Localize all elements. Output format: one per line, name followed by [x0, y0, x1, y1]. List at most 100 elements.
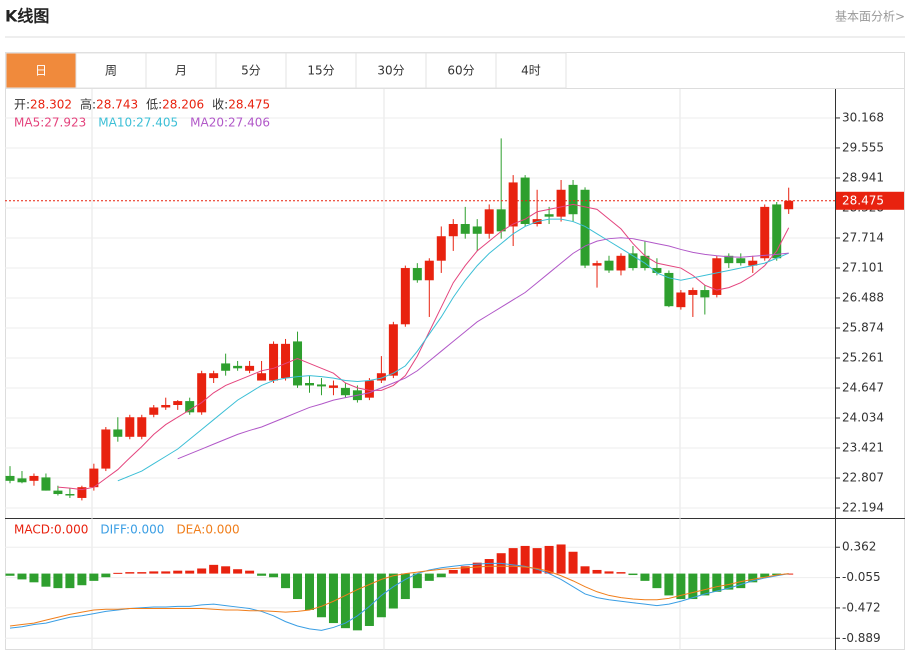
macd-bar: [101, 573, 111, 578]
tab-label[interactable]: 60分: [447, 64, 474, 78]
tab-label[interactable]: 4时: [521, 64, 541, 78]
tab[interactable]: [355, 52, 427, 89]
analysis-link[interactable]: 基本面分析>: [835, 10, 905, 24]
tab-label[interactable]: 月: [175, 64, 187, 78]
legend-sep: :: [40, 116, 44, 130]
candle-body: [364, 380, 374, 398]
legend-sep: :: [224, 116, 228, 130]
candle-body: [628, 253, 638, 269]
y-tick-label: 23.421: [842, 441, 884, 455]
legend-entry: MA20: [190, 116, 224, 130]
candle-body: [29, 475, 39, 481]
legend-value: 0.000: [54, 523, 88, 537]
tab-label[interactable]: 周: [105, 64, 117, 78]
info-value: 28.302: [30, 98, 72, 112]
macd-bar: [161, 571, 171, 574]
last-price-label: 28.475: [842, 193, 884, 207]
tab[interactable]: [145, 52, 217, 89]
candle-body: [592, 263, 602, 266]
y-tick-label: 30.168: [842, 110, 884, 124]
candle-body: [281, 343, 291, 379]
y-tick-label: 25.874: [842, 321, 884, 335]
candle-body: [436, 236, 446, 261]
y-tick-label: 24.647: [842, 381, 884, 395]
candle-body: [293, 341, 303, 386]
candle-body: [580, 189, 590, 266]
macd-bar: [89, 573, 99, 581]
candle-body: [652, 268, 662, 273]
legend-entry: MA5: [14, 116, 40, 130]
macd-bar: [17, 573, 27, 580]
ma-line: [57, 203, 790, 491]
candle-body: [484, 209, 494, 234]
macd-line: [9, 565, 789, 627]
legend-value: 27.923: [44, 116, 86, 130]
candle-body: [101, 429, 111, 469]
tab-label[interactable]: 30分: [377, 64, 404, 78]
ma-line: [117, 218, 789, 482]
tab-label[interactable]: 日: [35, 64, 47, 78]
candle-body: [772, 204, 782, 259]
info-value: 28.206: [162, 98, 204, 112]
macd-bar: [257, 573, 267, 576]
info-label: 开:: [14, 98, 30, 112]
candle-body: [424, 260, 434, 281]
y-tick-label: 24.034: [842, 411, 884, 425]
macd-bar: [173, 570, 183, 574]
macd-bar: [532, 548, 542, 574]
candle-body: [784, 200, 794, 210]
y-tick-label: 22.194: [842, 501, 884, 515]
y-tick-label: 27.714: [842, 231, 884, 245]
y-tick-label: 27.101: [842, 260, 884, 274]
macd-bar: [53, 573, 63, 589]
y-tick-label: 22.807: [842, 471, 884, 485]
chart-frame: [5, 52, 905, 650]
macd-bar: [137, 572, 147, 574]
macd-bar: [65, 573, 75, 589]
legend-entry: MACD:: [14, 523, 54, 537]
candle-body: [676, 292, 686, 308]
macd-bar: [5, 573, 15, 576]
candle-body: [376, 373, 386, 381]
info-label: 高:: [80, 97, 96, 112]
macd-bar: [580, 566, 590, 574]
candle-body: [125, 417, 135, 437]
macd-bar: [293, 573, 303, 600]
candle-body: [556, 189, 566, 217]
tab[interactable]: [285, 52, 357, 89]
legend-value: 27.406: [228, 116, 270, 130]
info-label: 收:: [212, 98, 228, 112]
macd-bar: [352, 573, 362, 631]
candle-body: [748, 260, 758, 266]
y-tick-label: -0.889: [842, 631, 881, 645]
macd-bar: [652, 573, 662, 589]
macd-bar: [628, 573, 638, 576]
legend-entry: MA10: [98, 116, 132, 130]
macd-line: [9, 562, 789, 631]
macd-bar: [508, 548, 518, 574]
macd-bar: [269, 573, 279, 578]
candle-body: [544, 214, 554, 217]
macd-bar: [185, 570, 195, 574]
candle-body: [340, 387, 350, 396]
macd-bar: [209, 564, 219, 574]
tab[interactable]: [75, 52, 147, 89]
macd-bar: [125, 572, 135, 574]
macd-bar: [640, 573, 650, 581]
candle-body: [400, 268, 410, 325]
legend-value: 0.000: [205, 523, 239, 537]
tab[interactable]: [495, 52, 567, 89]
candle-body: [77, 487, 87, 498]
tab-label[interactable]: 15分: [307, 64, 334, 78]
candle-body: [508, 182, 518, 227]
candle-body: [221, 363, 231, 371]
macd-bar: [29, 573, 39, 583]
macd-bar: [316, 573, 326, 618]
tab[interactable]: [5, 52, 77, 89]
tab-label[interactable]: 5分: [241, 64, 261, 78]
candle-body: [604, 260, 614, 271]
tab[interactable]: [215, 52, 287, 89]
candle-body: [388, 324, 398, 376]
macd-bar: [328, 573, 338, 624]
